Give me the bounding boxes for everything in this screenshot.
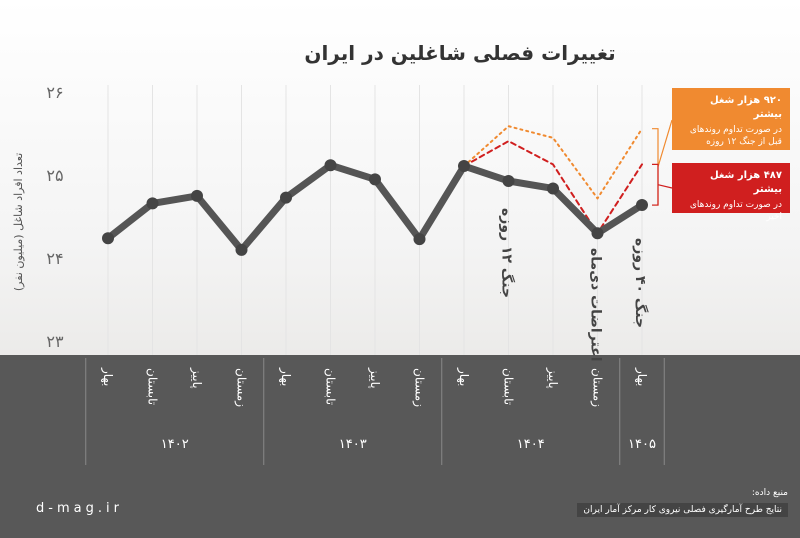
source: نتایج طرح آمارگیری فصلی نیروی کار مرکز آ… bbox=[577, 503, 788, 517]
website: d-mag.ir bbox=[36, 501, 123, 516]
point bbox=[636, 199, 648, 212]
point bbox=[413, 233, 426, 246]
x-tick-label: تابستان bbox=[146, 368, 160, 405]
chart-title: تغییرات فصلی شاغلین در ایران bbox=[304, 41, 615, 65]
line-series bbox=[463, 140, 643, 235]
group-label: ۱۴۰۲ bbox=[161, 437, 189, 452]
source-label: منبع داده: bbox=[751, 488, 788, 498]
x-tick-label: بهار bbox=[456, 367, 471, 386]
point bbox=[280, 191, 292, 204]
point bbox=[102, 232, 114, 245]
y-tick-label: ۲۴ bbox=[46, 249, 63, 268]
x-tick-label: بهار bbox=[100, 367, 115, 386]
point bbox=[146, 197, 159, 210]
callout-headline: ۹۲۰ هزار شغل بیشتر bbox=[709, 95, 782, 120]
x-tick-label: پاییز bbox=[545, 367, 560, 389]
group-label: ۱۴۰۵ bbox=[628, 437, 656, 452]
point bbox=[502, 174, 515, 187]
callout: ۴۸۷ هزار شغل بیشتر در صورت تداوم روندهای … bbox=[672, 163, 790, 222]
callout: ۹۲۰ هزار شغل بیشتر در صورت تداوم روندهای … bbox=[672, 88, 790, 150]
annotation: جنگ ۱۲ روزه bbox=[499, 208, 516, 298]
bracket bbox=[652, 163, 673, 206]
callout-text: در صورت تداوم روندهای اخیر bbox=[689, 200, 782, 223]
point bbox=[235, 243, 248, 256]
y-tick-label: ۲۵ bbox=[46, 166, 63, 185]
x-tick-label: تابستان bbox=[324, 368, 338, 405]
annotation: اعتراضات دی‌ماه bbox=[588, 248, 604, 362]
x-tick-label: تابستان bbox=[502, 368, 516, 405]
x-tick-label: پاییز bbox=[189, 367, 204, 389]
point bbox=[591, 227, 604, 240]
y-tick-label: ۲۶ bbox=[46, 83, 63, 102]
callout-headline: ۴۸۷ هزار شغل بیشتر bbox=[709, 170, 782, 195]
x-tick-label: پاییز bbox=[367, 367, 382, 389]
callout-text: در صورت تداوم روندهای قبل از جنگ ۱۲ روزه bbox=[689, 125, 782, 148]
point bbox=[324, 159, 337, 172]
point bbox=[191, 189, 203, 202]
y-tick-label: ۲۳ bbox=[46, 332, 64, 351]
x-tick-label: زمستان bbox=[234, 368, 249, 407]
x-tick-label: بهار bbox=[278, 367, 293, 386]
x-tick-label: زمستان bbox=[412, 368, 427, 407]
point bbox=[369, 173, 381, 186]
point bbox=[458, 160, 470, 173]
x-tick-label: زمستان bbox=[590, 368, 605, 407]
group-label: ۱۴۰۴ bbox=[517, 437, 545, 452]
y-axis-label: تعداد افراد شاغل (میلیون نفر) bbox=[12, 153, 25, 291]
point bbox=[547, 182, 559, 195]
group-label: ۱۴۰۳ bbox=[339, 437, 367, 452]
x-tick-label: بهار bbox=[634, 367, 649, 386]
annotation: جنگ ۴۰ روزه bbox=[632, 238, 649, 328]
